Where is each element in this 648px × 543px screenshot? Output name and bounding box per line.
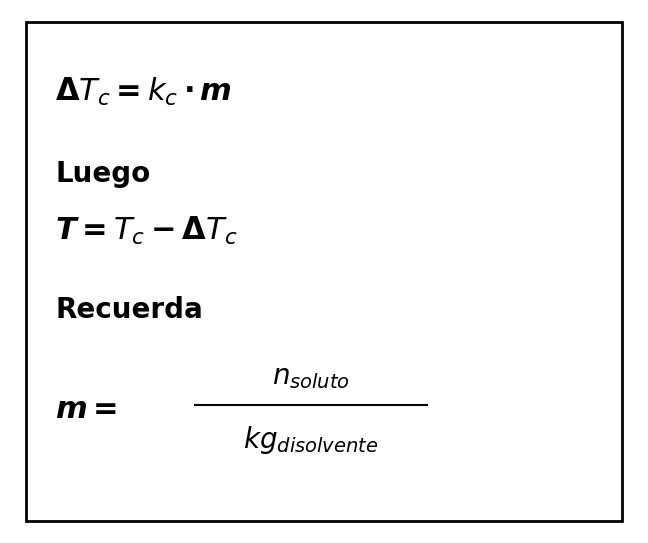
- Text: $\boldsymbol{\Delta T_c = k_c \cdot m}$: $\boldsymbol{\Delta T_c = k_c \cdot m}$: [55, 76, 231, 109]
- FancyBboxPatch shape: [26, 22, 622, 521]
- Text: Luego: Luego: [55, 160, 150, 188]
- Text: $n_{soluto}$: $n_{soluto}$: [272, 363, 350, 392]
- Text: Recuerda: Recuerda: [55, 295, 203, 324]
- Text: $\boldsymbol{m =}$: $\boldsymbol{m =}$: [55, 395, 117, 425]
- Text: $\boldsymbol{T = T_c - \Delta T_c}$: $\boldsymbol{T = T_c - \Delta T_c}$: [55, 214, 238, 247]
- Text: $kg_{disolvente}$: $kg_{disolvente}$: [244, 424, 378, 456]
